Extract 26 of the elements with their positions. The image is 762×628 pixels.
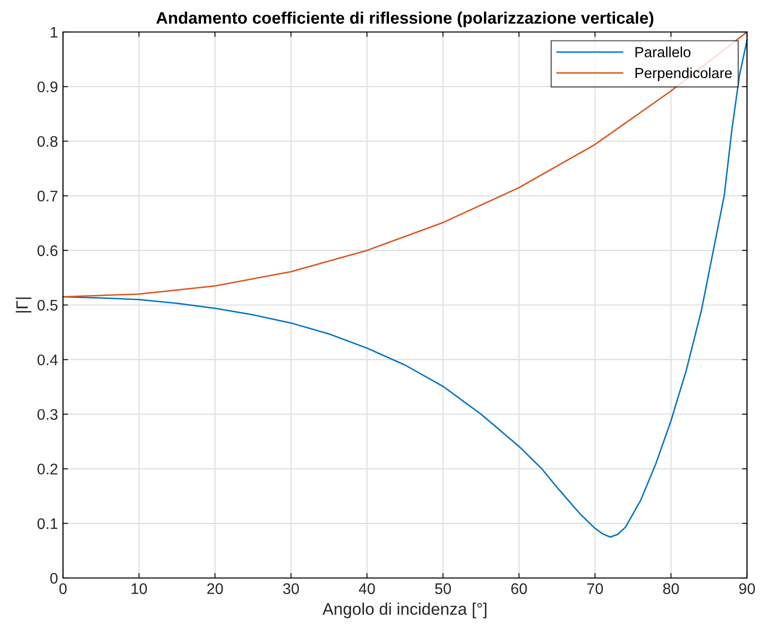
legend-label: Perpendicolare xyxy=(636,67,732,82)
y-tick-label: 0.6 xyxy=(38,245,58,256)
x-tick-label: 80 xyxy=(663,583,679,594)
x-tick-label: 40 xyxy=(358,583,375,594)
y-tick-label: 0.1 xyxy=(38,518,58,530)
chart-title: Andamento coefficiente di riflessione (polarizzazione verticale) xyxy=(156,12,654,28)
y-tick-label: 0.8 xyxy=(38,136,58,147)
y-axis-title: |Γ| xyxy=(16,298,32,312)
x-tick-label: 90 xyxy=(739,583,755,594)
x-tick-label: 70 xyxy=(587,583,603,594)
x-tick-label: 50 xyxy=(435,583,451,594)
y-tick-label: 0 xyxy=(50,572,58,584)
y-tick-label: 0.3 xyxy=(38,409,58,420)
y-tick-label: 0.4 xyxy=(38,354,58,366)
x-tick-label: 20 xyxy=(207,583,223,594)
legend-label: Parallelo xyxy=(636,46,690,58)
x-tick-label: 60 xyxy=(511,583,527,594)
x-tick-label: 10 xyxy=(132,583,147,594)
y-tick-label: 0.5 xyxy=(38,300,58,311)
y-tick-label: 0.7 xyxy=(38,190,58,202)
x-axis-title: Angolo di incidenza [°] xyxy=(322,602,486,618)
x-tick-label: 0 xyxy=(59,583,67,594)
y-tick-label: 1 xyxy=(50,27,58,38)
y-tick-label: 0.2 xyxy=(38,464,58,474)
x-tick-label: 30 xyxy=(283,583,299,594)
y-tick-label: 0.9 xyxy=(38,81,58,92)
